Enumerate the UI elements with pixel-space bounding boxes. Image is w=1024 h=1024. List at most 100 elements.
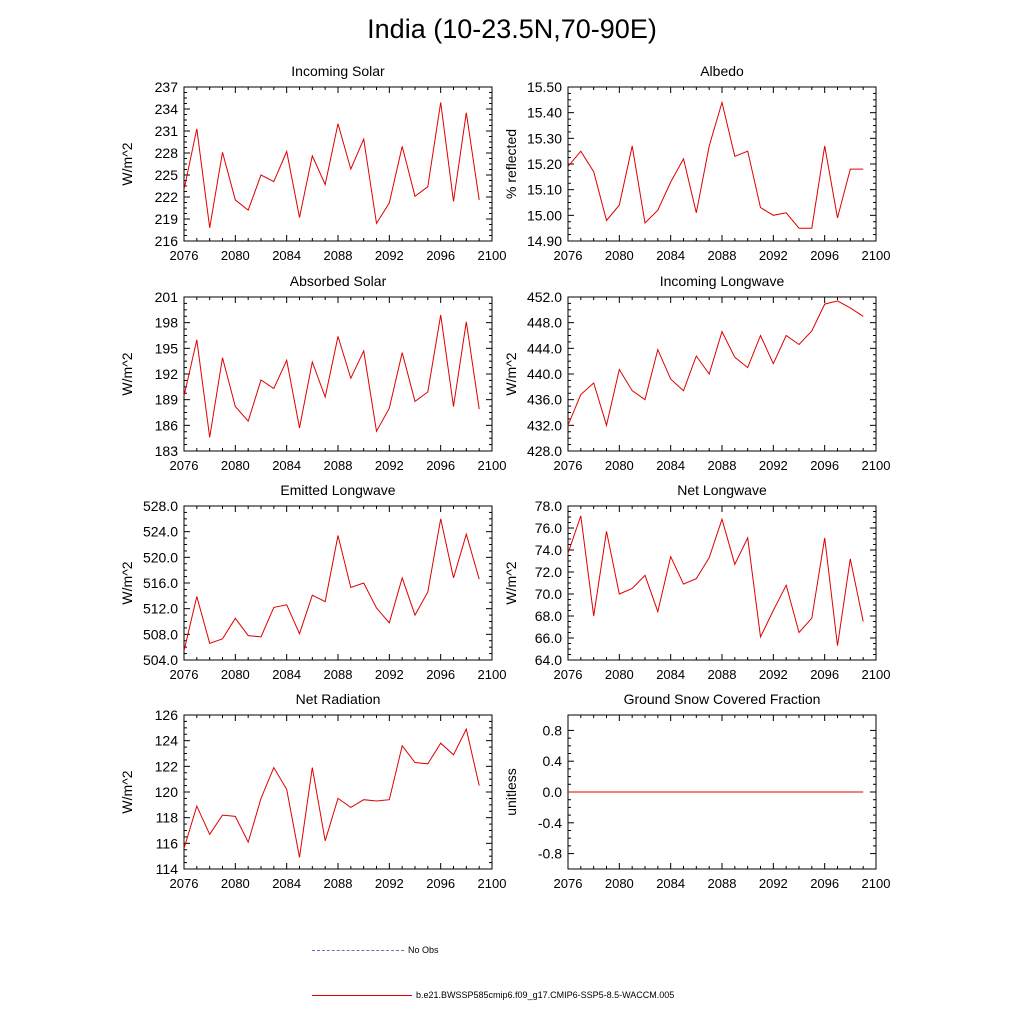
- x-tick-label: 2096: [426, 876, 455, 891]
- legend-swatch-dashed: [312, 949, 404, 951]
- y-tick-label: 68.0: [535, 608, 562, 624]
- y-axis-label: % reflected: [503, 129, 519, 199]
- x-tick-label: 2088: [324, 667, 353, 682]
- chart-panel: Albedo % reflected 2076 2080 2084 2088 2092 209…: [503, 63, 890, 263]
- y-tick-label: 116: [156, 835, 179, 851]
- y-tick-label: 66.0: [535, 630, 562, 646]
- x-tick-label: 2076: [554, 458, 583, 473]
- series-line: [183, 727, 480, 858]
- y-tick-label: 234: [155, 101, 179, 117]
- x-tick-label: 2084: [656, 667, 685, 682]
- y-tick-label: 15.40: [527, 105, 562, 121]
- y-tick-label: 432.0: [527, 417, 562, 433]
- y-tick-label: 183: [155, 443, 179, 459]
- chart-title: Net Radiation: [296, 691, 381, 707]
- chart-panel: Absorbed Solar W/m^2 2076 2080 2084 2088 2092 2…: [119, 273, 506, 473]
- y-tick-label: 436.0: [527, 392, 562, 408]
- x-tick-label: 2088: [708, 667, 737, 682]
- x-tick-label: 2080: [605, 876, 634, 891]
- x-tick-label: 2076: [170, 458, 199, 473]
- chart-title: Incoming Longwave: [660, 273, 785, 289]
- chart-panel: Emitted Longwave W/m^2 2076 2080 2084 2088 209…: [119, 482, 506, 682]
- y-tick-label: 186: [155, 417, 179, 433]
- y-axis-label: W/m^2: [119, 352, 135, 395]
- y-tick-label: 15.20: [527, 156, 562, 172]
- chart-panel: Incoming Solar W/m^2 2076 2080 2084 2088 2092 2…: [119, 63, 506, 263]
- y-tick-label: 118: [156, 810, 179, 826]
- y-tick-label: 15.50: [527, 79, 562, 95]
- y-tick-label: 444.0: [527, 340, 562, 356]
- y-tick-label: 508.0: [143, 626, 178, 642]
- y-axis-label: W/m^2: [119, 142, 135, 185]
- charts-canvas: Incoming Solar W/m^2 2076 2080 2084 2088 2092 2…: [119, 63, 891, 891]
- legend-swatch-solid: [312, 994, 412, 996]
- series-line: [183, 102, 480, 228]
- x-tick-label: 2084: [272, 458, 301, 473]
- x-tick-label: 2088: [324, 248, 353, 263]
- y-tick-label: 222: [155, 189, 179, 205]
- y-tick-label: 216: [155, 233, 179, 249]
- chart-panel: Net Radiation W/m^2 2076 2080 2084 2088 2092 20…: [119, 691, 506, 891]
- chart-title: Albedo: [700, 63, 744, 79]
- x-tick-label: 2096: [810, 667, 839, 682]
- x-tick-label: 2096: [426, 248, 455, 263]
- x-tick-label: 2092: [759, 667, 788, 682]
- x-tick-label: 2100: [478, 876, 507, 891]
- y-tick-label: 0.0: [543, 784, 563, 800]
- y-tick-label: 189: [155, 392, 179, 408]
- y-axis-label: W/m^2: [119, 770, 135, 813]
- x-tick-label: 2076: [170, 248, 199, 263]
- chart-panel: Incoming Longwave W/m^2 2076 2080 2084 2088 20…: [503, 273, 890, 473]
- y-tick-label: 120: [155, 784, 179, 800]
- x-tick-label: 2084: [656, 876, 685, 891]
- y-tick-label: 237: [155, 79, 179, 95]
- plot-frame: [183, 505, 493, 661]
- y-tick-label: 228: [155, 145, 179, 161]
- y-tick-label: 452.0: [527, 289, 562, 305]
- x-tick-label: 2092: [759, 458, 788, 473]
- x-tick-label: 2080: [221, 667, 250, 682]
- y-tick-label: 201: [155, 289, 179, 305]
- y-tick-label: 15.30: [527, 130, 562, 146]
- y-tick-label: 114: [156, 861, 179, 877]
- chart-title: Ground Snow Covered Fraction: [624, 691, 821, 707]
- x-tick-label: 2088: [324, 876, 353, 891]
- x-tick-label: 2092: [759, 248, 788, 263]
- x-tick-label: 2092: [375, 876, 404, 891]
- page-title: India (10-23.5N,70-90E): [367, 14, 657, 44]
- plot-frame: [567, 86, 877, 242]
- y-tick-label: 225: [155, 167, 179, 183]
- x-tick-label: 2100: [862, 876, 891, 891]
- series-line: [183, 518, 480, 652]
- x-tick-label: 2100: [862, 667, 891, 682]
- series-line: [567, 515, 864, 646]
- x-tick-label: 2088: [708, 248, 737, 263]
- x-tick-label: 2084: [656, 458, 685, 473]
- y-tick-label: 76.0: [535, 520, 562, 536]
- x-tick-label: 2100: [478, 458, 507, 473]
- y-tick-label: 78.0: [535, 498, 562, 514]
- y-tick-label: 231: [155, 123, 179, 139]
- legend-label: b.e21.BWSSP585cmip6.f09_g17.CMIP6-SSP5-8…: [416, 990, 675, 1000]
- y-tick-label: 15.10: [527, 182, 562, 198]
- x-tick-label: 2080: [221, 876, 250, 891]
- x-tick-label: 2096: [810, 876, 839, 891]
- x-tick-label: 2080: [221, 248, 250, 263]
- series-line: [567, 100, 864, 229]
- y-tick-label: -0.4: [538, 815, 562, 831]
- x-tick-label: 2100: [862, 248, 891, 263]
- y-tick-label: 15.00: [527, 207, 562, 223]
- y-axis-label: W/m^2: [503, 561, 519, 604]
- x-tick-label: 2096: [426, 667, 455, 682]
- y-tick-label: 428.0: [527, 443, 562, 459]
- x-tick-label: 2092: [759, 876, 788, 891]
- x-tick-label: 2096: [426, 458, 455, 473]
- x-tick-label: 2080: [605, 667, 634, 682]
- y-tick-label: 516.0: [143, 575, 178, 591]
- y-tick-label: 504.0: [143, 652, 178, 668]
- x-tick-label: 2080: [605, 248, 634, 263]
- x-tick-label: 2100: [862, 458, 891, 473]
- y-axis-label: unitless: [503, 768, 519, 815]
- y-axis-label: W/m^2: [119, 561, 135, 604]
- x-tick-label: 2088: [708, 876, 737, 891]
